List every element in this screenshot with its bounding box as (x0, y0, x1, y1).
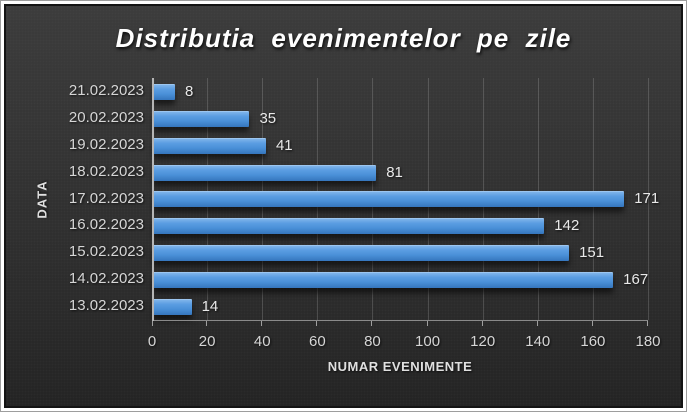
bar (153, 83, 176, 100)
x-axis-tick-mark (371, 321, 373, 326)
x-axis-title: NUMAR EVENIMENTE (327, 359, 473, 374)
bar-value-label: 14 (201, 298, 219, 316)
x-axis-tick-mark (481, 321, 483, 326)
y-axis-title-box: DATA (28, 78, 56, 320)
x-axis-line (152, 320, 648, 321)
bars-layer: 8 35 41 81 171 142 151 167 14 (152, 78, 659, 320)
x-axis-tick-mark (316, 321, 318, 326)
x-tick-label: 80 (364, 333, 381, 350)
x-axis-tick-mark (536, 321, 538, 326)
bar-value-label: 171 (634, 190, 660, 208)
y-tick-label: 14.02.2023 (68, 270, 144, 288)
bar (153, 299, 192, 316)
bar-row: 151 (152, 239, 648, 266)
bar (153, 218, 545, 235)
x-axis-tick-mark (591, 321, 593, 326)
bar-row: 8 (152, 78, 648, 105)
plot-area: 8 35 41 81 171 142 151 167 14 (152, 78, 659, 326)
bar-row: 35 (152, 105, 648, 132)
y-tick-label: 18.02.2023 (68, 162, 144, 180)
bar-value-label: 8 (185, 82, 194, 100)
x-tick-label: 100 (415, 333, 441, 350)
bar-row: 171 (152, 186, 659, 213)
gridline (648, 78, 649, 320)
x-axis-tick-mark (261, 321, 263, 326)
y-tick-label: 21.02.2023 (68, 82, 144, 99)
y-tick-label: 13.02.2023 (68, 297, 144, 315)
y-tick-label: 16.02.2023 (68, 216, 144, 234)
x-tick-label: 60 (308, 333, 326, 350)
bar-row: 142 (152, 212, 648, 239)
x-axis-tick-mark (647, 321, 648, 326)
bar (153, 191, 625, 208)
bar-value-label: 35 (259, 109, 277, 127)
y-tick-label: 20.02.2023 (68, 108, 144, 126)
x-tick-label: 180 (635, 333, 661, 350)
y-tick-label: 19.02.2023 (68, 135, 144, 153)
x-axis-tick-mark (206, 321, 208, 326)
bar-row: 14 (152, 293, 648, 320)
bar-value-label: 41 (275, 136, 293, 154)
bar-value-label: 151 (579, 244, 605, 262)
bar (153, 245, 570, 262)
x-tick-label: 120 (470, 333, 496, 350)
y-axis-line (152, 78, 154, 321)
chart-title: Distributia evenimentelor pe zile (115, 23, 572, 53)
y-tick-labels: 21.02.2023 20.02.2023 19.02.2023 18.02.2023… (54, 78, 144, 320)
x-tick-labels: 0 20 40 60 80 100 120 140 160 180 (148, 332, 661, 352)
bar-row: 167 (152, 266, 648, 293)
y-tick-label: 15.02.2023 (68, 243, 144, 261)
y-tick-label: 17.02.2023 (68, 189, 144, 207)
bar (153, 272, 614, 289)
bar-row: 81 (152, 159, 648, 186)
bar-value-label: 167 (623, 271, 649, 289)
bar (153, 164, 377, 181)
x-axis-tick-mark (426, 321, 428, 326)
y-axis-title: DATA (34, 179, 50, 219)
bar (153, 110, 250, 127)
x-axis-tick-mark (152, 321, 153, 326)
x-tick-label: 20 (198, 333, 216, 350)
bar (153, 137, 266, 154)
bar-value-label: 81 (386, 163, 403, 181)
x-tick-label: 160 (580, 333, 606, 350)
x-tick-label: 140 (525, 333, 551, 350)
x-tick-label: 0 (147, 333, 157, 350)
bar-value-label: 142 (554, 217, 580, 235)
chart-background: Distributia evenimentelor pe zile DATA 8… (4, 4, 683, 408)
bar-row: 41 (152, 132, 648, 159)
x-tick-label: 40 (253, 333, 271, 350)
